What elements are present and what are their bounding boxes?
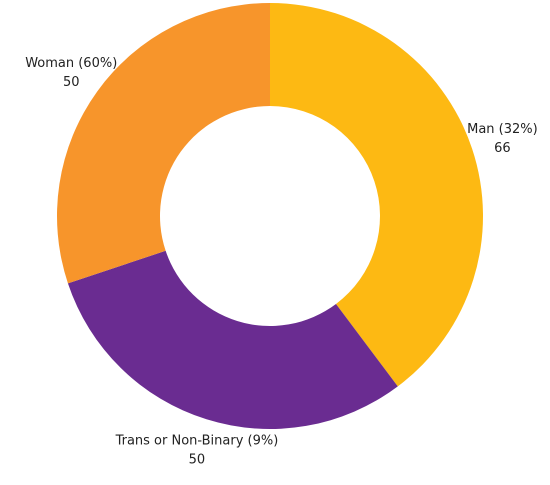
slice-value: 50	[189, 452, 206, 467]
slice-value: 50	[63, 75, 80, 90]
slice-label: Woman (60%)	[25, 56, 117, 71]
slice-label: Trans or Non-Binary (9%)	[115, 433, 279, 448]
donut-slice	[67, 250, 398, 430]
slice-label: Man (32%)	[467, 122, 538, 137]
donut-slice	[56, 3, 271, 284]
slice-value: 66	[494, 141, 511, 156]
donut-slice	[270, 2, 484, 387]
